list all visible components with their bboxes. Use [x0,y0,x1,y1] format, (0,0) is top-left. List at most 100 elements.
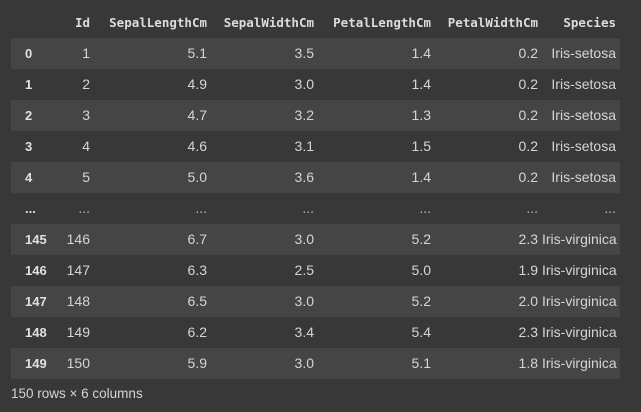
row-index: 146 [25,262,47,278]
cell-petal-width: 2.3 [518,324,538,340]
row-index: 0 [25,45,33,61]
cell-id: ... [78,200,90,216]
cell-species: Iris-setosa [551,138,616,154]
cell-species: Iris-setosa [551,45,616,62]
cell-sepal-length: 6.5 [187,293,207,309]
cell-petal-width: 0.2 [518,138,538,154]
cell-sepal-length: 4.9 [187,76,207,92]
cell-sepal-length: 5.1 [187,45,207,62]
cell-sepal-width: 2.5 [294,262,314,278]
cell-sepal-length: 6.7 [187,231,207,247]
cell-species: Iris-setosa [551,169,616,185]
table-row: 145 146 6.7 3.0 5.2 2.3 Iris-virginica [11,223,620,255]
cell-sepal-width: 3.0 [294,355,314,371]
cell-sepal-width: 3.2 [294,107,314,123]
table-row: 1 2 4.9 3.0 1.4 0.2 Iris-setosa [11,68,620,100]
cell-species: Iris-virginica [542,355,617,371]
cell-petal-length: ... [419,200,431,216]
cell-species: Iris-virginica [542,324,617,340]
dataframe-shape-text: 150 rows × 6 columns [11,386,143,401]
cell-petal-width: 1.9 [518,262,538,278]
cell-petal-length: 1.4 [411,45,431,62]
cell-petal-length: 5.2 [411,231,431,247]
table-header: Id SepalLengthCm SepalWidthCm PetalLengt… [11,8,620,38]
header-row: Id SepalLengthCm SepalWidthCm PetalLengt… [11,8,620,38]
table-body: 0 1 5.1 3.5 1.4 0.2 Iris-setosa 1 2 4.9 3.0 1.4 0.2 I… [11,37,620,379]
cell-petal-length: 1.4 [411,169,431,185]
cell-sepal-width: 3.5 [294,45,314,62]
ellipsis-row: ..................... [11,192,620,224]
column-header-id: Id [57,8,94,38]
cell-species: Iris-virginica [542,293,617,309]
cell-id: 147 [66,262,90,278]
cell-id: 4 [82,138,90,154]
cell-sepal-length: 5.0 [187,169,207,185]
row-index: 4 [25,169,33,185]
cell-sepal-width: 3.4 [294,324,314,340]
row-index: 145 [25,231,47,247]
cell-species: Iris-virginica [542,262,617,278]
row-index: 1 [25,76,33,92]
cell-id: 149 [66,324,90,340]
cell-petal-width: 2.3 [518,231,538,247]
cell-petal-length: 1.5 [411,138,431,154]
column-header-petal-width: PetalWidthCm [435,8,542,38]
cell-petal-width: 0.2 [518,76,538,92]
cell-sepal-length: 6.2 [187,324,207,340]
cell-id: 1 [82,45,90,62]
row-index: 2 [25,107,33,123]
table-row: 4 5 5.0 3.6 1.4 0.2 Iris-setosa [11,161,620,193]
cell-sepal-length: 6.3 [187,262,207,278]
table-row: 148 149 6.2 3.4 5.4 2.3 Iris-virginica [11,316,620,348]
cell-petal-length: 1.4 [411,76,431,92]
cell-sepal-width: 3.0 [294,76,314,92]
table-row: 3 4 4.6 3.1 1.5 0.2 Iris-setosa [11,130,620,162]
cell-sepal-length: ... [195,200,207,216]
cell-species: Iris-setosa [551,107,616,123]
column-header-petal-length: PetalLengthCm [318,8,435,38]
cell-sepal-width: ... [302,200,314,216]
cell-sepal-length: 5.9 [187,355,207,371]
row-index: ... [25,200,36,216]
cell-petal-width: 0.2 [518,107,538,123]
cell-species: Iris-setosa [551,76,616,92]
cell-species: ... [604,200,616,216]
cell-sepal-width: 3.6 [294,169,314,185]
table-row: 2 3 4.7 3.2 1.3 0.2 Iris-setosa [11,99,620,131]
cell-species: Iris-virginica [542,231,617,247]
column-header-sepal-width: SepalWidthCm [211,8,318,38]
cell-petal-width: ... [526,200,538,216]
cell-petal-length: 5.1 [411,355,431,371]
table-row: 146 147 6.3 2.5 5.0 1.9 Iris-virginica [11,254,620,286]
cell-id: 3 [82,107,90,123]
cell-petal-length: 5.2 [411,293,431,309]
index-header [11,8,57,38]
cell-petal-length: 5.4 [411,324,431,340]
cell-petal-width: 2.0 [518,293,538,309]
table-row: 149 150 5.9 3.0 5.1 1.8 Iris-virginica [11,347,620,379]
cell-petal-width: 0.2 [518,169,538,185]
cell-petal-length: 5.0 [411,262,431,278]
cell-petal-width: 1.8 [518,355,538,371]
cell-id: 146 [66,231,90,247]
column-header-species: Species [542,8,620,38]
row-index: 149 [25,355,47,371]
cell-petal-width: 0.2 [518,45,538,62]
table-row: 147 148 6.5 3.0 5.2 2.0 Iris-virginica [11,285,620,317]
cell-sepal-width: 3.0 [294,293,314,309]
row-index: 147 [25,293,47,309]
cell-id: 5 [82,169,90,185]
table-row: 0 1 5.1 3.5 1.4 0.2 Iris-setosa [11,37,620,69]
cell-petal-length: 1.3 [411,107,431,123]
row-index: 3 [25,138,33,154]
cell-id: 2 [82,76,90,92]
cell-id: 150 [66,355,90,371]
cell-sepal-length: 4.6 [187,138,207,154]
cell-sepal-length: 4.7 [187,107,207,123]
cell-sepal-width: 3.0 [294,231,314,247]
cell-sepal-width: 3.1 [294,138,314,154]
cell-id: 148 [66,293,90,309]
dataframe-table: Id SepalLengthCm SepalWidthCm PetalLengt… [11,8,620,379]
column-header-sepal-length: SepalLengthCm [94,8,211,38]
